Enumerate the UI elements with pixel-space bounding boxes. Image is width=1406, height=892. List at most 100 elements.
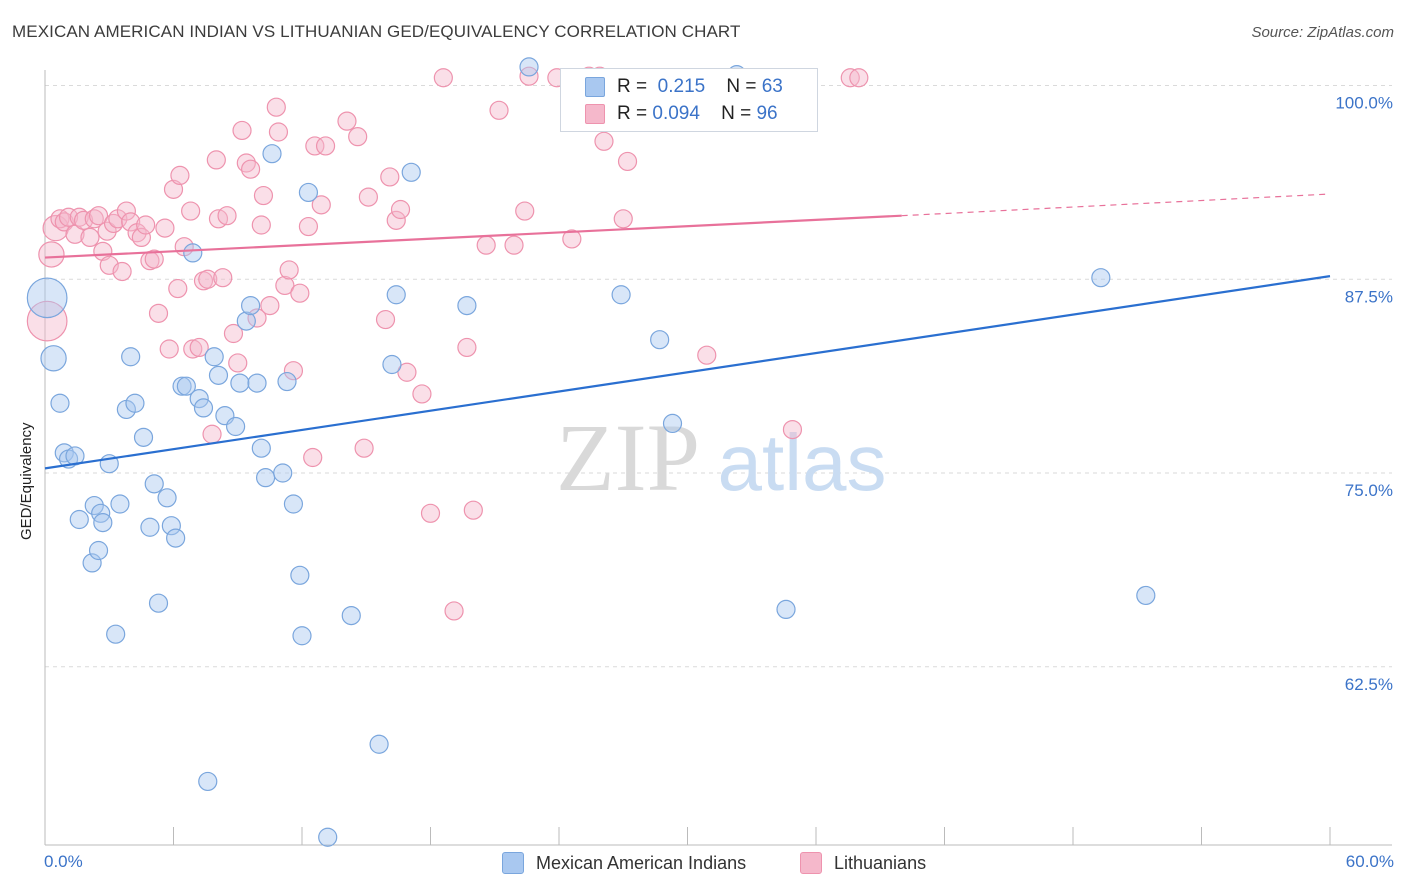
mexican-american-indians-point-55 <box>519 57 539 77</box>
lithuanians-point-33 <box>183 339 203 359</box>
mexican-american-indians-point-23 <box>161 516 181 536</box>
mexican-american-indians-point-63 <box>1136 585 1156 606</box>
mexican-american-indians-point-44 <box>283 494 304 514</box>
mexican-american-indians-point-21 <box>148 593 169 613</box>
lithuanians-point-70 <box>397 362 417 382</box>
lithuanians-point-73 <box>433 68 453 88</box>
trend-lines <box>44 193 1331 470</box>
mexican-american-indians-point-46 <box>292 626 312 646</box>
lithuanians-point-18 <box>116 201 136 221</box>
mexican-american-indians-point-35 <box>230 373 250 393</box>
lithuanians-point-48 <box>251 215 271 235</box>
mexican-american-indians-point-13 <box>106 624 126 644</box>
trend-line-pink-extension <box>901 193 1331 217</box>
lithuanians-point-27 <box>159 339 179 359</box>
y-tick-label-3: 62.5% <box>1345 675 1393 694</box>
bottom-legend-swatch-blue <box>502 852 524 874</box>
mexican-american-indians-point-41 <box>262 144 282 164</box>
mexican-american-indians-point-19 <box>140 517 160 537</box>
lithuanians-point-30 <box>170 165 190 185</box>
lithuanians-point-61 <box>315 136 336 156</box>
lithuanians-point-25 <box>148 303 169 323</box>
lithuanians-point-50 <box>260 296 280 316</box>
legend-swatch-pink <box>585 104 605 124</box>
lithuanians-point-67 <box>380 167 400 187</box>
mexican-american-indians-point-45 <box>290 565 310 585</box>
y-axis-label: GED/Equivalency <box>18 422 35 540</box>
lithuanians-point-88 <box>613 209 633 229</box>
mexican-american-indians-point-1 <box>40 345 67 372</box>
lithuanians-point-9 <box>80 227 100 247</box>
lithuanians-point-65 <box>358 187 378 207</box>
lithuanians-point-53 <box>275 275 295 296</box>
mexican-american-indians-point-14 <box>110 494 130 514</box>
lithuanians-point-47 <box>247 308 267 328</box>
lithuanians-point-79 <box>504 235 524 255</box>
lithuanians-point-76 <box>463 500 483 520</box>
mexican-american-indians-point-58 <box>611 285 631 305</box>
trend-line-pink <box>44 214 902 259</box>
mexican-american-indians-point-53 <box>401 162 421 182</box>
lithuanians-point-29 <box>168 278 188 299</box>
lithuanians-point-57 <box>298 216 319 237</box>
y-tick-label-0: 100.0% <box>1335 94 1393 113</box>
lithuanians-point-26 <box>155 218 175 238</box>
mexican-american-indians-point-62 <box>1091 268 1111 288</box>
lithuanians-point-59 <box>305 136 325 156</box>
lithuanians-point-80 <box>515 201 535 221</box>
y-tick-labels: 100.0% 87.5% 75.0% 62.5% <box>1335 94 1393 694</box>
mexican-american-indians-point-39 <box>251 438 271 458</box>
mexican-american-indians-point-34 <box>226 416 246 437</box>
mexican-american-indians-point-42 <box>273 463 293 483</box>
lithuanians-point-19 <box>121 212 141 232</box>
mexican-american-indians-point-11 <box>93 512 113 533</box>
mexican-american-indians-point-32 <box>208 365 229 385</box>
mexican-american-indians-point-25 <box>172 376 192 396</box>
lithuanians-point-55 <box>283 361 304 381</box>
lithuanians-point-68 <box>386 210 406 230</box>
lithuanians-point-75 <box>457 337 477 358</box>
lithuanians-point-69 <box>390 199 411 220</box>
watermark-atlas: atlas <box>718 418 887 507</box>
watermark: ZIP atlas <box>556 404 886 511</box>
lithuanians-point-5 <box>58 207 79 227</box>
mexican-american-indians-point-6 <box>69 509 89 530</box>
lithuanians-point-37 <box>202 424 222 444</box>
mexican-american-indians-point-37 <box>241 296 261 316</box>
legend-stats-blue: R = 0.215 N = 63 <box>617 76 783 97</box>
lithuanians-point-91 <box>697 345 717 365</box>
lithuanians-point-43 <box>228 353 248 373</box>
lithuanians-point-41 <box>217 206 237 226</box>
lithuanians-point-72 <box>420 503 441 523</box>
mexican-american-indians-point-16 <box>121 347 141 367</box>
mexican-american-indians-point-49 <box>341 605 361 626</box>
mexican-american-indians-point-47 <box>298 182 319 203</box>
mexican-american-indians-point-17 <box>125 393 145 413</box>
lithuanians-point-54 <box>279 260 299 280</box>
lithuanians-point-52 <box>268 122 289 142</box>
bottom-legend-label-blue: Mexican American Indians <box>536 852 747 873</box>
lithuanians-point-58 <box>303 447 323 468</box>
x-tick-min: 0.0% <box>44 852 83 871</box>
mexican-american-indians-point-54 <box>457 296 477 316</box>
mexican-american-indians-point-50 <box>369 734 389 754</box>
correlation-legend: R = 0.215 N = 63 R = 0.094 N = 96 <box>560 68 818 132</box>
mexican-american-indians-point-51 <box>382 354 402 375</box>
chart-title: MEXICAN AMERICAN INDIAN VS LITHUANIAN GE… <box>12 22 741 41</box>
lithuanians-point-13 <box>97 221 117 241</box>
bottom-legend-label-pink: Lithuanians <box>834 852 927 873</box>
mexican-american-indians-point-10 <box>88 540 109 561</box>
lithuanians-point-32 <box>181 201 201 221</box>
mexican-american-indians-point-27 <box>183 243 203 263</box>
mexican-american-indians-point-28 <box>189 389 209 409</box>
lithuanians-point-51 <box>266 97 286 117</box>
mexican-american-indians-point-43 <box>277 371 297 392</box>
axes <box>44 70 1392 846</box>
mexican-american-indians-point-30 <box>198 771 218 792</box>
lithuanians-point-42 <box>223 323 244 344</box>
bottom-legend-item-mexican-american-indians: Mexican American Indians <box>502 852 746 874</box>
lithuanians-point-40 <box>213 268 233 288</box>
mexican-american-indians-point-29 <box>193 398 214 418</box>
lithuanians-point-86 <box>594 131 614 151</box>
